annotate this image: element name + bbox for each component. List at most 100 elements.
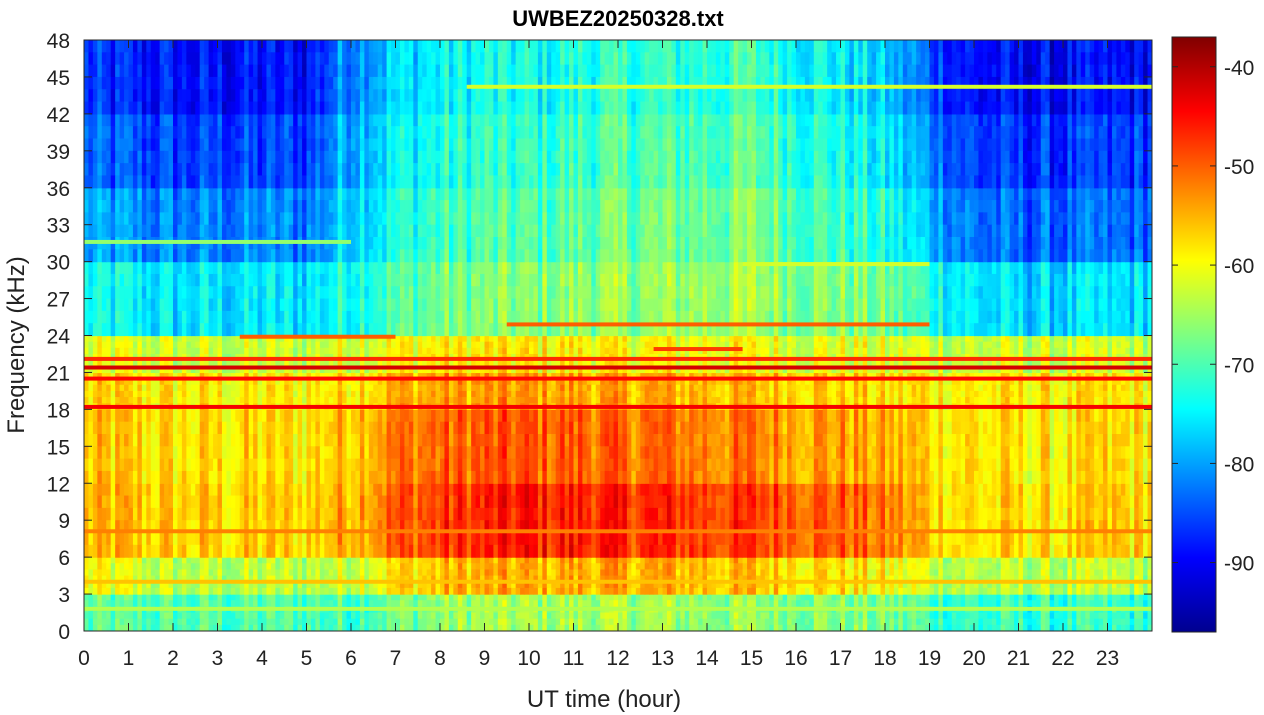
heatmap-cell: [649, 434, 655, 447]
heatmap-cell: [466, 594, 472, 601]
heatmap-cell: [1098, 624, 1104, 631]
heatmap-cell: [960, 507, 966, 521]
heatmap-cell: [938, 600, 944, 607]
heatmap-cell: [346, 600, 352, 607]
heatmap-cell: [190, 409, 196, 423]
heatmap-cell: [484, 532, 490, 546]
heatmap-cell: [1000, 409, 1006, 423]
heatmap-cell: [520, 544, 526, 558]
heatmap-cell: [101, 520, 107, 534]
heatmap-cell: [262, 557, 268, 564]
heatmap-cell: [230, 594, 236, 601]
heatmap-cell: [564, 563, 570, 571]
heatmap-cell: [382, 563, 388, 571]
heatmap-cell: [671, 409, 677, 423]
heatmap-cell: [253, 483, 259, 497]
heatmap-cell: [426, 495, 432, 509]
heatmap-cell: [186, 434, 192, 447]
heatmap-cell: [177, 557, 183, 564]
heatmap-cell: [1080, 507, 1086, 521]
heatmap-cell: [266, 557, 272, 564]
heatmap-cell: [457, 624, 463, 631]
heatmap-cell: [230, 520, 236, 534]
heatmap-cell: [907, 587, 913, 595]
heatmap-cell: [497, 557, 503, 564]
heatmap-cell: [413, 624, 419, 631]
heatmap-cell: [586, 483, 592, 497]
heatmap-cell: [1116, 581, 1122, 589]
heatmap-cell: [462, 563, 468, 571]
heatmap-cell: [382, 575, 388, 583]
heatmap-cell: [1107, 581, 1113, 589]
heatmap-cell: [328, 624, 334, 631]
heatmap-cell: [1129, 569, 1135, 577]
heatmap-cell: [506, 532, 512, 546]
heatmap-cell: [1031, 532, 1037, 546]
heatmap-cell: [457, 587, 463, 595]
heatmap-cell: [1120, 612, 1126, 620]
heatmap-cell: [386, 434, 392, 447]
heatmap-cell: [115, 563, 121, 571]
heatmap-cell: [110, 618, 116, 626]
heatmap-cell: [582, 581, 588, 589]
heatmap-cell: [119, 520, 125, 534]
heatmap-cell: [755, 618, 761, 626]
heatmap-cell: [938, 563, 944, 571]
heatmap-cell: [1049, 575, 1055, 583]
heatmap-cell: [515, 409, 521, 423]
heatmap-cell: [649, 544, 655, 558]
heatmap-cell: [586, 532, 592, 546]
heatmap-cell: [426, 600, 432, 607]
heatmap-cell: [328, 594, 334, 601]
heatmap-cell: [235, 575, 241, 583]
heatmap-cell: [337, 575, 343, 583]
heatmap-cell: [164, 434, 170, 447]
heatmap-cell: [466, 612, 472, 620]
heatmap-cell: [1120, 575, 1126, 583]
heatmap-cell: [408, 575, 414, 583]
heatmap-cell: [631, 409, 637, 423]
heatmap-cell: [511, 557, 517, 564]
heatmap-cell: [671, 563, 677, 571]
heatmap-cell: [604, 507, 610, 521]
heatmap-cell: [457, 495, 463, 509]
heatmap-cell: [471, 520, 477, 534]
heatmap-cell: [658, 600, 664, 607]
heatmap-cell: [440, 434, 446, 447]
heatmap-cell: [97, 624, 103, 631]
heatmap-cell: [649, 563, 655, 571]
heatmap-cell: [929, 563, 935, 571]
heatmap-cell: [649, 409, 655, 423]
heatmap-cell: [364, 483, 370, 497]
heatmap-cell: [141, 618, 147, 626]
heatmap-cell: [529, 618, 535, 626]
heatmap-cell: [279, 581, 285, 589]
heatmap-cell: [453, 581, 459, 589]
heatmap-cell: [484, 575, 490, 583]
heatmap-cell: [137, 612, 143, 620]
heatmap-cell: [110, 594, 116, 601]
heatmap-cell: [137, 581, 143, 589]
heatmap-cell: [355, 600, 361, 607]
heatmap-cell: [248, 569, 254, 577]
heatmap-cell: [1120, 483, 1126, 497]
heatmap-cell: [168, 618, 174, 626]
heatmap-cell: [840, 544, 846, 558]
heatmap-cell: [796, 507, 802, 521]
heatmap-cell: [217, 624, 223, 631]
heatmap-cell: [974, 520, 980, 534]
heatmap-cell: [796, 575, 802, 583]
heatmap-cell: [426, 507, 432, 521]
heatmap-cell: [399, 409, 405, 423]
heatmap-cell: [555, 532, 561, 546]
heatmap-cell: [213, 557, 219, 564]
heatmap-cell: [337, 520, 343, 534]
heatmap-cell: [1089, 507, 1095, 521]
heatmap-cell: [257, 532, 263, 546]
heatmap-cell: [564, 581, 570, 589]
heatmap-cell: [747, 434, 753, 447]
heatmap-cell: [279, 618, 285, 626]
heatmap-cell: [724, 624, 730, 631]
heatmap-cell: [720, 507, 726, 521]
heatmap-cell: [195, 587, 201, 595]
